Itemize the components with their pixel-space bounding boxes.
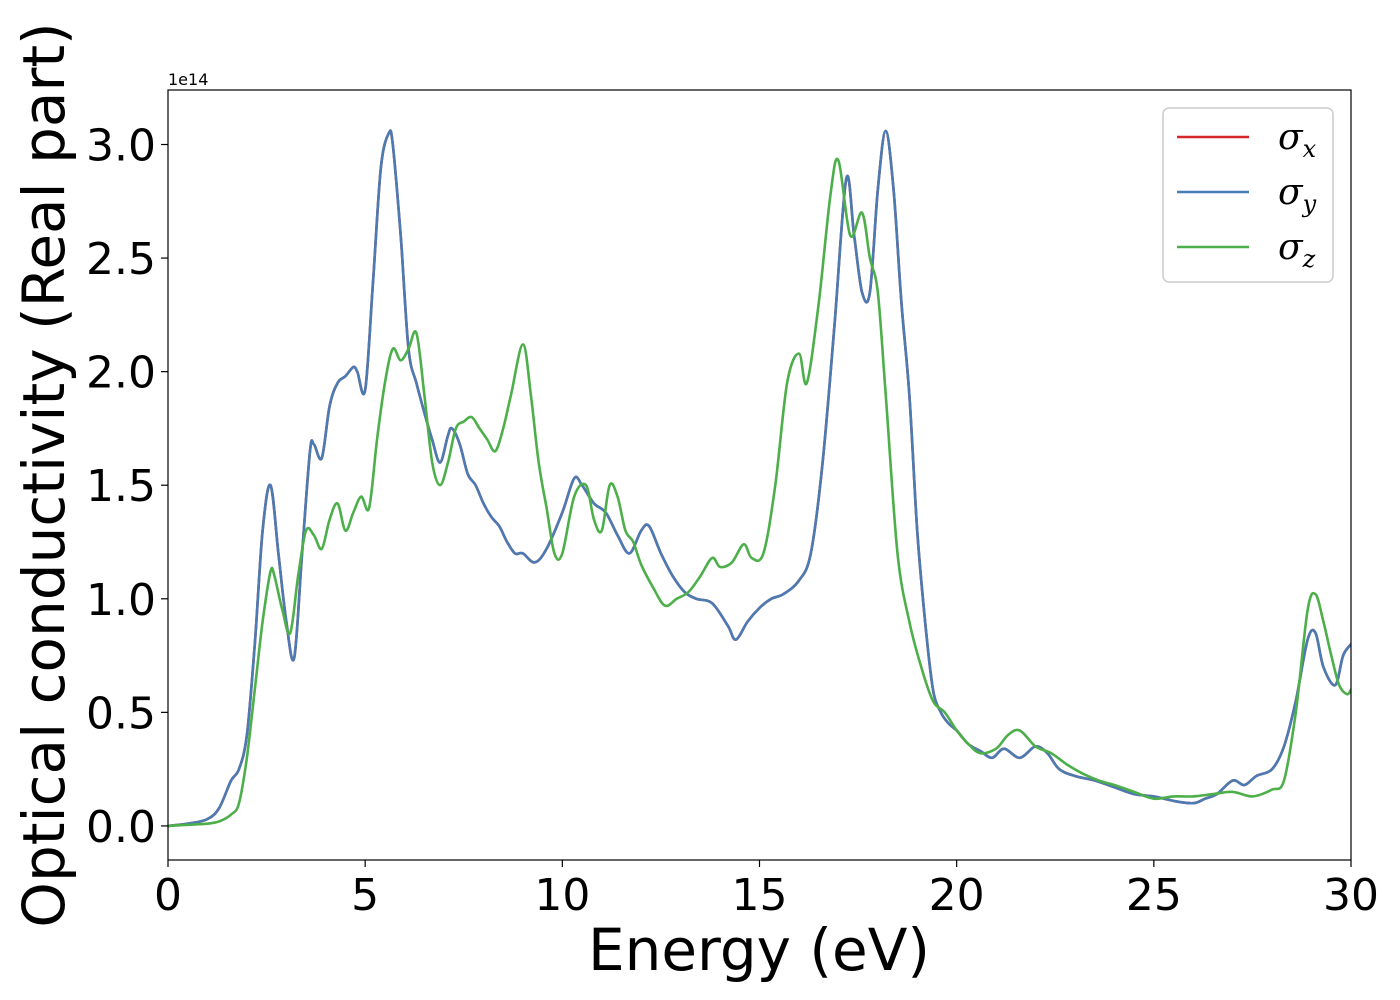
x-tick-label: 20 (929, 870, 985, 921)
x-tick-label: 25 (1126, 870, 1182, 921)
y-tick-label: 1.5 (86, 461, 156, 512)
x-axis-ticks: 0 5 10 15 20 25 30 (154, 860, 1379, 921)
x-tick-label: 5 (351, 870, 379, 921)
x-axis-label: Energy (eV) (588, 916, 930, 984)
legend-symbol: σ (1278, 172, 1304, 213)
legend-subscript: y (1302, 190, 1317, 218)
y-axis-label: Optical conductivity (Real part) (10, 22, 78, 927)
legend-subscript: z (1302, 245, 1316, 273)
y-offset-label: 1e14 (168, 70, 208, 89)
y-tick-label: 1.0 (86, 575, 156, 626)
series-line-z (168, 157, 1351, 828)
legend-symbol: σ (1278, 227, 1304, 268)
y-tick-label: 0.5 (86, 688, 156, 739)
legend-subscript: x (1303, 135, 1317, 163)
legend-label-x: σx (1278, 117, 1317, 163)
x-tick-label: 10 (534, 870, 590, 921)
legend-box (1162, 107, 1334, 283)
legend-label-y: σy (1278, 172, 1317, 218)
x-tick-label: 0 (154, 870, 182, 921)
y-axis-ticks: 0.0 0.5 1.0 1.5 2.0 2.5 3.0 (86, 121, 168, 853)
y-tick-label: 0.0 (86, 802, 156, 853)
legend-symbol: σ (1278, 117, 1304, 158)
x-tick-label: 15 (732, 870, 788, 921)
y-tick-label: 2.0 (86, 348, 156, 399)
x-tick-label: 30 (1323, 870, 1379, 921)
plot-lines (168, 129, 1351, 828)
legend-label-z: σz (1278, 227, 1316, 273)
y-tick-label: 2.5 (86, 234, 156, 285)
y-tick-label: 3.0 (86, 121, 156, 172)
series-line-y (168, 129, 1351, 828)
